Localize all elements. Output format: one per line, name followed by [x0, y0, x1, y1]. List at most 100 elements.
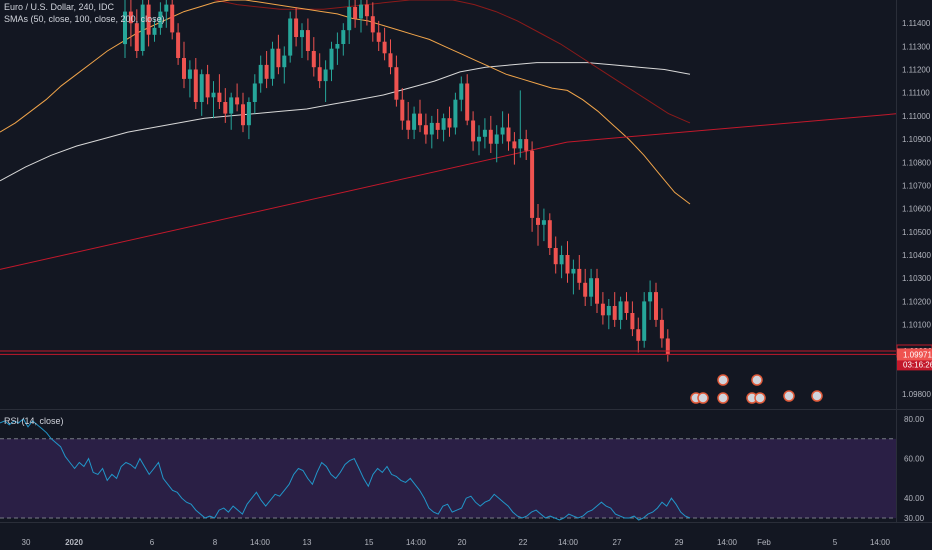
- sma-legend[interactable]: SMAs (50, close, 100, close, 200, close): [4, 14, 165, 24]
- candle: [518, 90, 523, 158]
- candle: [199, 69, 204, 116]
- candle-body: [376, 32, 381, 42]
- candle-body: [400, 99, 405, 121]
- trendline-0: [0, 141, 568, 270]
- event-marker[interactable]: [754, 392, 766, 404]
- candle-body: [577, 268, 582, 283]
- candle-body: [323, 69, 328, 82]
- time-tick-label: 14:00: [406, 538, 427, 547]
- candle: [158, 2, 163, 35]
- price-lines: [0, 350, 896, 355]
- candle: [406, 102, 411, 140]
- rsi-band: [0, 438, 896, 519]
- candle: [140, 0, 145, 56]
- candle: [506, 113, 511, 151]
- candle: [630, 301, 635, 337]
- candle-body: [128, 11, 133, 24]
- candle: [359, 0, 363, 33]
- candle-body: [235, 97, 240, 105]
- candle: [477, 125, 481, 156]
- candle-body: [547, 220, 552, 248]
- candle-body: [512, 141, 517, 149]
- candle-body: [488, 129, 493, 144]
- price-tick-label: 1.09800: [902, 390, 931, 399]
- candle: [595, 268, 599, 313]
- price-tick-label: 1.11000: [902, 112, 931, 121]
- candle: [648, 280, 653, 320]
- trendlines: [0, 113, 897, 270]
- candle-body: [187, 69, 192, 79]
- event-marker[interactable]: [811, 390, 823, 402]
- candle: [530, 141, 535, 232]
- event-marker[interactable]: [717, 374, 729, 386]
- candle-body: [276, 48, 281, 68]
- price-tick-label: 1.10700: [902, 182, 931, 191]
- candle: [512, 132, 517, 165]
- candle-body: [388, 53, 393, 68]
- candle: [547, 213, 552, 255]
- candle: [176, 23, 181, 65]
- candle-body: [423, 125, 428, 135]
- candle-body: [648, 292, 653, 302]
- event-marker[interactable]: [717, 392, 729, 404]
- time-tick-label: 2020: [65, 538, 83, 547]
- candle: [618, 296, 623, 330]
- price-tick-label: 1.11300: [902, 42, 931, 51]
- candle: [211, 81, 216, 119]
- candle: [441, 113, 446, 142]
- sma50-line: [0, 0, 691, 205]
- candle: [465, 74, 470, 126]
- candle-body: [211, 92, 216, 98]
- candle-body: [182, 58, 186, 79]
- price-axis[interactable]: 1.11400 1.11300 1.11200 1.11100 1.11000 1.109…: [896, 19, 932, 399]
- price-tick-label: 1.10200: [902, 297, 931, 306]
- price-badge-bg: [897, 358, 932, 371]
- candle: [370, 2, 375, 42]
- candle-body: [553, 248, 558, 265]
- candle-body: [453, 99, 458, 128]
- candle-body: [530, 150, 535, 218]
- time-tick-label: 30: [22, 538, 31, 547]
- price-tick-label: 1.11400: [902, 19, 931, 28]
- rsi-line: [0, 418, 691, 521]
- candle: [347, 0, 352, 44]
- price-tick-label: 1.11200: [902, 66, 931, 75]
- candle: [589, 268, 594, 306]
- candle-body: [335, 44, 340, 49]
- time-tick-label: 5: [833, 538, 838, 547]
- event-marker[interactable]: [751, 374, 763, 386]
- sma100-line: [213, 0, 691, 124]
- candle-body: [406, 120, 411, 130]
- candle-body: [595, 278, 599, 304]
- candle-body: [541, 220, 546, 225]
- event-marker[interactable]: [697, 392, 709, 404]
- candle-body: [164, 4, 169, 12]
- candle-body: [317, 67, 322, 82]
- candle-body: [382, 41, 387, 54]
- time-axis[interactable]: 30 2020 6 8 14:00 13 15 14:00 20 22 14:00 27 29 14:00…: [22, 538, 891, 547]
- candle: [276, 34, 281, 75]
- time-tick-label: 14:00: [870, 538, 891, 547]
- candle: [288, 11, 293, 63]
- candle: [565, 241, 570, 283]
- event-marker[interactable]: [783, 390, 795, 402]
- event-markers[interactable]: [690, 374, 823, 404]
- rsi-tick-label: 60.00: [904, 455, 925, 464]
- time-tick-label: 14:00: [558, 538, 579, 547]
- candle: [459, 76, 464, 112]
- candle: [305, 18, 310, 61]
- candle: [134, 9, 139, 58]
- candle: [364, 0, 369, 26]
- candle-body: [270, 48, 275, 79]
- candle: [241, 92, 245, 133]
- rsi-pane: 80.00 60.00 40.00 30.00: [0, 415, 925, 523]
- candle-body: [500, 127, 505, 135]
- candle: [152, 18, 157, 42]
- candle-body: [524, 139, 529, 151]
- candle-body: [482, 129, 487, 137]
- candle-body: [394, 67, 399, 100]
- candle-body: [252, 83, 257, 102]
- rsi-legend[interactable]: RSI (14, close): [4, 416, 64, 426]
- symbol-title[interactable]: Euro / U.S. Dollar, 240, IDC: [4, 2, 115, 12]
